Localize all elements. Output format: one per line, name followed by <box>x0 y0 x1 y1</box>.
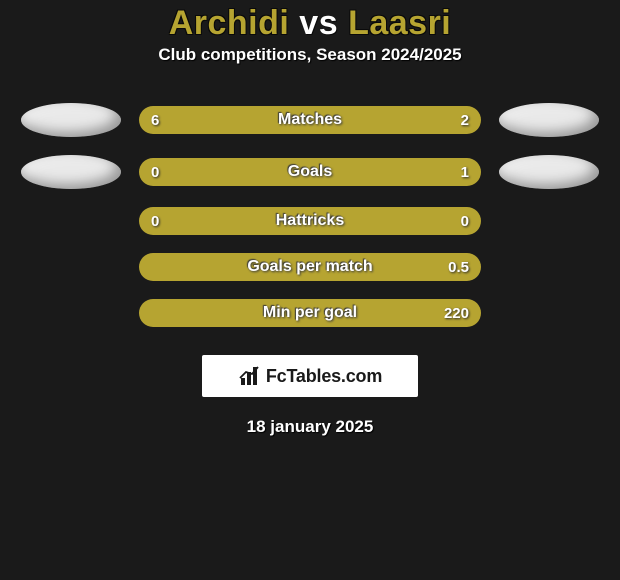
stats-container: 62Matches 01Goals 00Hattricks 0.5Goals per … <box>0 103 620 327</box>
footer-logo: FcTables.com <box>202 355 418 397</box>
footer-logo-text: FcTables.com <box>266 366 382 387</box>
footer-date: 18 january 2025 <box>0 417 620 437</box>
stat-bar-left-segment <box>139 253 351 281</box>
stat-row: 01Goals <box>0 155 620 189</box>
player1-avatar <box>21 155 121 189</box>
stat-row: 00Hattricks <box>0 207 620 235</box>
stat-bar: 62Matches <box>139 106 481 134</box>
subtitle: Club competitions, Season 2024/2025 <box>0 45 620 65</box>
player1-avatar <box>21 103 121 137</box>
stat-bar-left-segment <box>139 158 204 186</box>
stat-bar: 00Hattricks <box>139 207 481 235</box>
player1-name: Archidi <box>169 4 290 42</box>
stat-bar-right-segment <box>385 106 481 134</box>
player2-avatar <box>499 103 599 137</box>
stat-bar-right-segment <box>351 253 481 281</box>
stat-bar: 0.5Goals per match <box>139 253 481 281</box>
stat-bar-right-segment <box>204 158 481 186</box>
stat-row: 220Min per goal <box>0 299 620 327</box>
comparison-infographic: Archidi vs Laasri Club competitions, Sea… <box>0 0 620 580</box>
stat-bar-left-segment <box>139 207 310 235</box>
stat-bar: 01Goals <box>139 158 481 186</box>
page-title: Archidi vs Laasri <box>0 4 620 43</box>
stat-bar-left-segment <box>139 106 385 134</box>
stat-bar-left-segment <box>139 299 440 327</box>
stat-row: 62Matches <box>0 103 620 137</box>
player2-name: Laasri <box>348 4 451 42</box>
chart-icon <box>238 364 262 388</box>
player2-avatar <box>499 155 599 189</box>
vs-separator: vs <box>299 4 338 42</box>
stat-row: 0.5Goals per match <box>0 253 620 281</box>
stat-bar: 220Min per goal <box>139 299 481 327</box>
stat-bar-right-segment <box>440 299 481 327</box>
stat-bar-right-segment <box>310 207 481 235</box>
